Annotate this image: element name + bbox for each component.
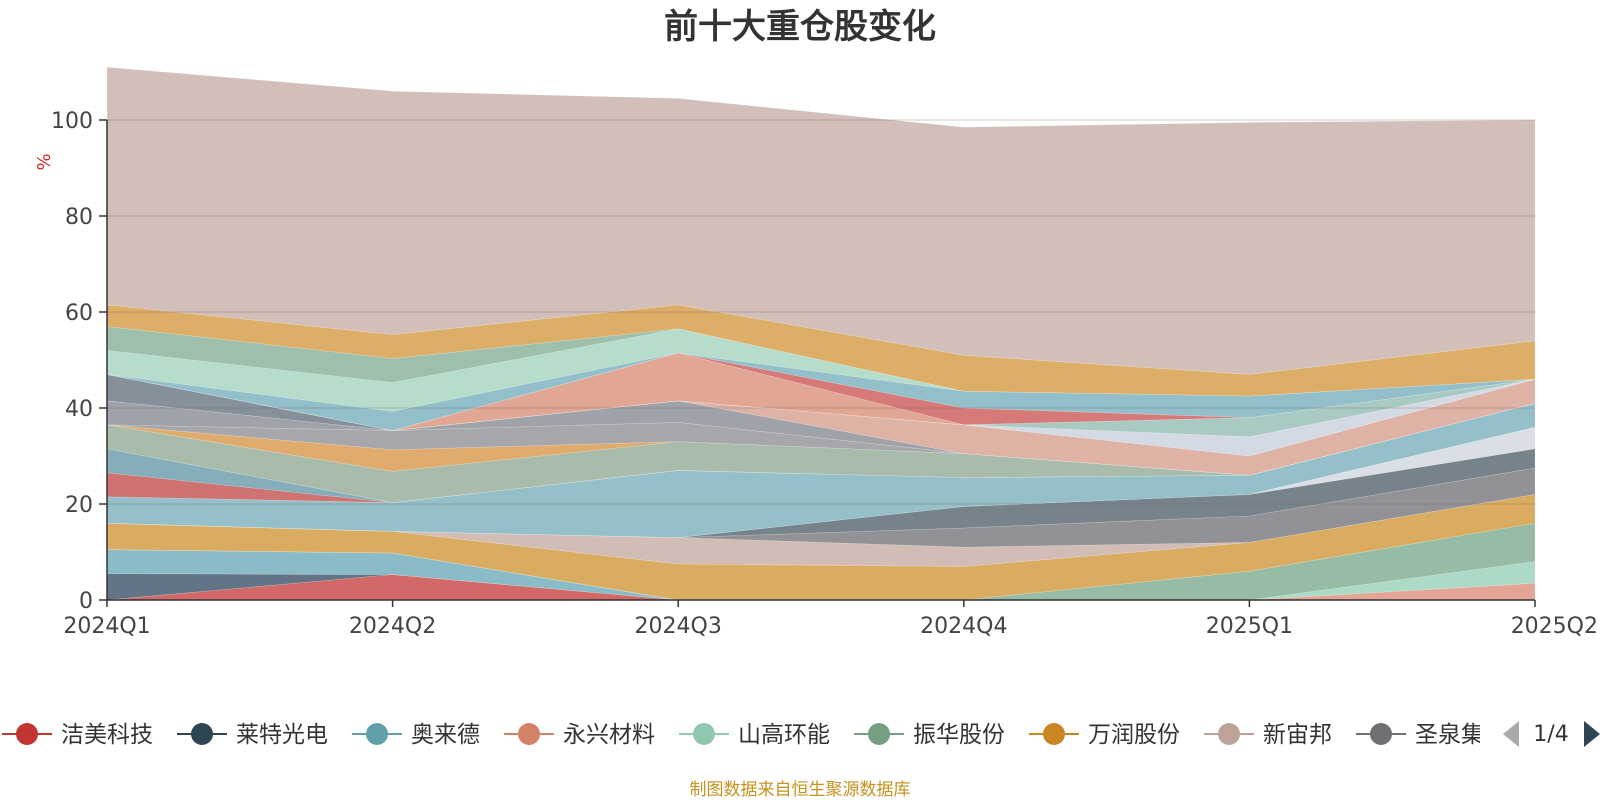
legend-pager: 1/4 [1503,721,1600,747]
legend-label-3: 永兴材料 [563,722,655,748]
y-tick-label-4: 80 [65,205,93,230]
legend-label-0: 洁美科技 [61,722,153,748]
chart-title: 前十大重仓股变化 [664,7,936,47]
plot-area [106,66,1536,601]
x-tick-label-4: 2025Q1 [1206,614,1293,639]
legend-marker-7 [1218,723,1240,745]
x-tick-label-5: 2025Q2 [1511,614,1598,639]
legend-label-8: 圣泉集团 [1415,722,1507,748]
legend-marker-0 [16,723,38,745]
legend-marker-1 [191,723,213,745]
y-tick-label-2: 40 [65,397,93,422]
legend-page-label: 1/4 [1533,722,1568,747]
legend-item-5[interactable]: 振华股份 [854,722,1005,748]
legend-item-1[interactable]: 莱特光电 [177,722,328,748]
legend-marker-3 [518,723,540,745]
area-series-9 [106,448,1536,538]
legend-label-7: 新宙邦 [1263,722,1332,748]
legend-marker-4 [693,723,715,745]
legend-label-6: 万润股份 [1088,722,1180,748]
legend-item-3[interactable]: 永兴材料 [504,722,655,748]
grid-lines [107,119,1535,505]
triangle-right-icon[interactable] [1584,721,1600,747]
area-series-18 [106,378,1536,476]
legend-label-5: 振华股份 [913,722,1005,748]
legend-item-4[interactable]: 山高环能 [679,722,830,748]
area-series-10 [106,426,1536,538]
x-tick-label-1: 2024Q2 [349,614,436,639]
y-tick-label-5: 100 [51,109,93,134]
legend-marker-6 [1043,723,1065,745]
legend-item-8[interactable]: 圣泉集团 [1356,722,1507,748]
y-axis-unit-label: % [34,153,55,170]
y-tick-label-3: 60 [65,301,93,326]
legend-item-0[interactable]: 洁美科技 [2,722,153,748]
legend-label-2: 奥来德 [411,722,480,748]
legend-item-7[interactable]: 新宙邦 [1204,722,1332,748]
x-tick-label-3: 2024Q4 [920,614,1007,639]
data-source-note: 制图数据来自恒生聚源数据库 [690,780,911,800]
triangle-left-icon[interactable] [1503,721,1519,747]
x-axis-ticks: 2024Q1 2024Q2 2024Q3 2024Q4 2025Q1 2025Q2 [63,600,1598,639]
y-axis-ticks: 0 20 40 60 80 100 [51,109,107,614]
axes [106,120,1535,601]
legend-item-2[interactable]: 奥来德 [352,722,480,748]
legend-label-1: 莱特光电 [236,722,328,748]
legend-marker-8 [1370,723,1392,745]
y-tick-label-1: 20 [65,493,93,518]
x-tick-label-2: 2024Q3 [635,614,722,639]
y-tick-label-0: 0 [79,589,93,614]
legend-marker-2 [366,723,388,745]
legend-item-6[interactable]: 万润股份 [1029,722,1180,748]
legend-label-4: 山高环能 [738,722,830,748]
area-series-28 [106,66,1536,375]
area-series-8 [106,467,1536,548]
x-tick-label-0: 2024Q1 [63,614,150,639]
legend: 洁美科技 莱特光电 奥来德 永兴材料 山高环能 振华股份 万润股份 新宙邦 圣泉集团 [2,722,1507,748]
legend-marker-5 [868,723,890,745]
